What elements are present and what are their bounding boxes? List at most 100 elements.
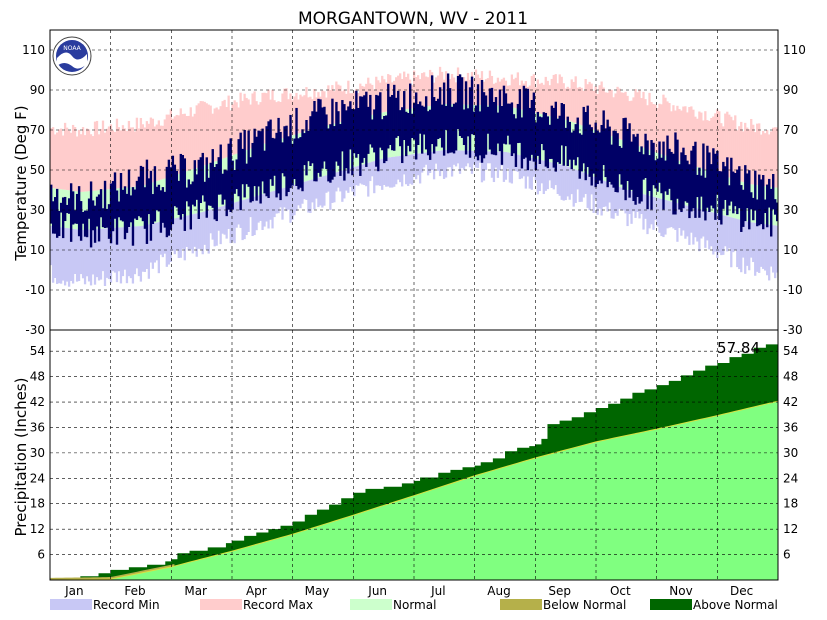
record-min-bar	[355, 166, 358, 186]
record-min-bar	[259, 194, 262, 221]
record-min-bar	[195, 213, 198, 257]
record-min-bar	[470, 150, 474, 174]
observed-temp-bar	[576, 117, 579, 158]
record-max-bar	[405, 77, 408, 110]
observed-temp-bar	[327, 128, 330, 182]
observed-temp-bar	[205, 157, 208, 218]
record-min-bar	[436, 150, 440, 171]
record-max-bar	[580, 87, 583, 126]
observed-temp-bar	[117, 201, 121, 218]
month-tick-label: Apr	[246, 584, 267, 598]
observed-temp-bar	[315, 111, 318, 182]
record-max-bar	[558, 74, 561, 119]
record-max-bar	[133, 131, 137, 187]
record-max-bar	[438, 66, 442, 105]
record-min-bar	[365, 163, 368, 187]
legend-item: Record Max	[200, 598, 313, 612]
observed-temp-bar	[157, 184, 161, 212]
observed-temp-bar	[592, 132, 595, 174]
record-min-bar	[197, 212, 200, 249]
record-min-bar	[301, 182, 304, 204]
observed-temp-bar	[353, 109, 356, 154]
record-max-bar	[624, 91, 627, 142]
record-min-bar	[117, 227, 121, 272]
observed-temp-bar	[702, 143, 705, 212]
observed-temp-bar	[580, 134, 583, 172]
record-min-bar	[560, 164, 563, 200]
record-min-bar	[187, 215, 190, 251]
temp-tick-label-left: 90	[30, 83, 45, 97]
observed-temp-bar	[245, 163, 248, 185]
record-max-bar	[305, 87, 308, 132]
observed-temp-bar	[393, 84, 396, 151]
record-min-bar	[618, 186, 621, 209]
record-max-bar	[265, 93, 268, 144]
record-min-bar	[516, 154, 520, 172]
observed-temp-bar	[229, 138, 232, 212]
observed-temp-bar	[309, 116, 312, 166]
record-max-bar	[474, 69, 478, 106]
record-max-bar	[652, 104, 655, 152]
observed-temp-bar	[772, 173, 775, 210]
record-min-bar	[185, 215, 188, 247]
record-max-bar	[738, 126, 741, 181]
record-max-bar	[337, 84, 340, 123]
record-min-bar	[548, 162, 551, 181]
record-min-bar	[227, 204, 230, 229]
record-min-bar	[143, 225, 147, 272]
record-max-bar	[401, 78, 404, 110]
record-max-bar	[219, 106, 222, 160]
observed-temp-bar	[718, 171, 721, 221]
record-max-bar	[367, 77, 370, 116]
observed-temp-bar	[201, 152, 204, 196]
record-min-bar	[65, 228, 69, 282]
observed-temp-bar	[65, 204, 69, 214]
observed-temp-bar	[221, 173, 224, 205]
observed-temp-bar	[243, 130, 246, 198]
record-min-bar	[634, 192, 637, 218]
record-max-bar	[185, 116, 188, 172]
record-max-bar	[259, 102, 262, 146]
observed-temp-bar	[339, 124, 342, 176]
month-tick-label: Oct	[610, 584, 631, 598]
record-max-bar	[123, 128, 127, 188]
record-max-bar	[588, 81, 591, 129]
record-min-bar	[145, 224, 149, 269]
record-max-bar	[171, 118, 174, 176]
observed-temp-bar	[241, 148, 244, 185]
record-max-bar	[253, 91, 256, 148]
observed-temp-bar	[231, 160, 234, 210]
observed-temp-bar	[371, 119, 374, 148]
record-max-bar	[235, 102, 238, 154]
record-max-bar	[129, 127, 133, 188]
record-min-bar	[245, 199, 248, 236]
record-max-bar	[61, 135, 65, 190]
observed-temp-bar	[636, 133, 639, 198]
record-min-bar	[183, 216, 186, 261]
record-min-bar	[726, 216, 729, 252]
observed-temp-bar	[776, 202, 779, 222]
record-max-bar	[325, 97, 328, 126]
observed-temp-bar	[81, 211, 85, 224]
record-min-bar	[736, 218, 739, 268]
record-min-bar	[728, 216, 731, 249]
record-max-bar	[81, 127, 85, 192]
record-max-bar	[618, 88, 621, 140]
record-min-bar	[403, 155, 406, 175]
record-max-bar	[656, 108, 659, 153]
record-min-bar	[464, 150, 468, 167]
record-max-bar	[516, 72, 520, 109]
record-min-bar	[229, 203, 232, 244]
record-min-bar	[688, 206, 691, 245]
record-max-bar	[654, 104, 657, 153]
record-max-bar	[564, 88, 567, 120]
observed-temp-bar	[474, 105, 478, 157]
record-min-bar	[207, 210, 210, 254]
record-max-bar	[217, 109, 220, 161]
record-min-bar	[600, 179, 603, 216]
record-min-bar	[223, 205, 226, 235]
record-min-bar	[331, 173, 334, 203]
observed-temp-bar	[283, 126, 286, 177]
observed-temp-bar	[115, 190, 119, 245]
record-min-bar	[756, 223, 759, 272]
